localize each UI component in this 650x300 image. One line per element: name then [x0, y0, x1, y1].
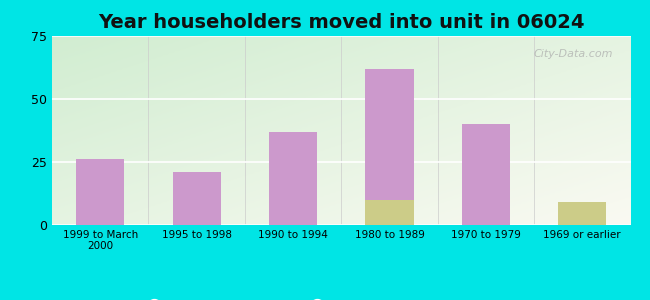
Bar: [269, 132, 317, 225]
Legend: White Non-Hispanic, American Indian and Alaska Native: White Non-Hispanic, American Indian and …: [138, 295, 545, 300]
Bar: [76, 160, 124, 225]
Title: Year householders moved into unit in 06024: Year householders moved into unit in 060…: [98, 13, 584, 32]
Bar: [172, 172, 221, 225]
Text: City-Data.com: City-Data.com: [534, 49, 613, 59]
Bar: [365, 69, 413, 225]
Bar: [558, 202, 606, 225]
Bar: [365, 200, 413, 225]
Bar: [462, 124, 510, 225]
